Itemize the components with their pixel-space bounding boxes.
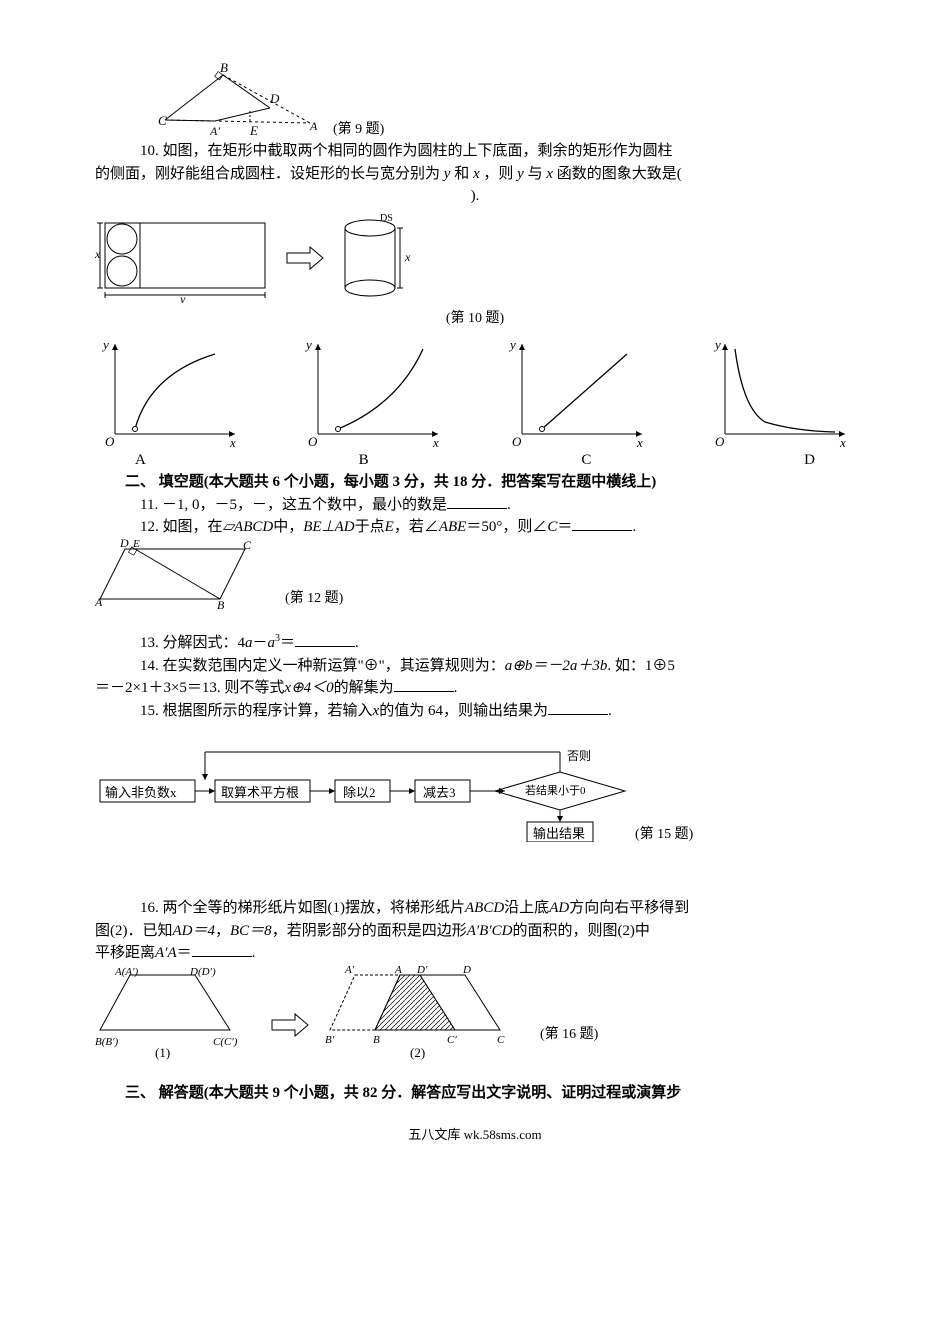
svg-text:E: E	[132, 539, 140, 550]
svg-text:C(C′): C(C′)	[213, 1036, 238, 1048]
q10-line1: 10. 如图，在矩形中截取两个相同的圆作为圆柱的上下底面，剩余的矩形作为圆柱	[95, 140, 855, 163]
q10-rect-svg: x y	[95, 213, 275, 303]
svg-text:D: D	[462, 965, 471, 976]
svg-text:E: E	[249, 123, 258, 138]
svg-text:A′: A′	[344, 965, 355, 976]
q12-blank	[572, 516, 632, 531]
q16-arrow	[270, 1000, 310, 1060]
q10-line2: 的侧面，刚好能组合成圆柱．设矩形的长与宽分别为 y 和 x ，则 y 与 x 函…	[95, 163, 855, 186]
q15-flow-svg: 否则	[95, 742, 835, 842]
q16-fig2: A′ A D′ D B′ B C′ C (2)	[325, 965, 525, 1060]
svg-text:(2): (2)	[410, 1045, 425, 1060]
svg-text:y: y	[304, 337, 312, 352]
q12: 12. 如图，在▱ABCD中，BE⊥AD于点E，若∠ABE＝50°，则∠C＝.	[95, 516, 855, 539]
q12-figure: D E C A B (第 12 题)	[95, 539, 855, 609]
svg-text:B: B	[220, 60, 228, 75]
q15-blank	[548, 700, 608, 715]
flow-output: 输出结果	[533, 824, 585, 844]
q14-line2: ＝－2×1＋3×5＝13. 则不等式x⊕4＜0的解集为.	[95, 677, 855, 700]
q11: 11. －1, 0，－5，－，这五个数中，最小的数是.	[95, 494, 855, 517]
opt-b-label: B	[359, 449, 369, 472]
q14-line1: 14. 在实数范围内定义一种新运算"⊕"，其运算规则为：a⊕b＝－2a＋3b. …	[95, 655, 855, 678]
svg-text:y: y	[179, 292, 186, 303]
svg-text:A(A′): A(A′)	[114, 966, 139, 978]
opt-c-label: C	[581, 449, 591, 472]
q10-opt-a: O x y	[95, 334, 245, 454]
svg-text:B: B	[217, 598, 225, 609]
svg-text:A: A	[394, 965, 402, 976]
q10-transform-figure: x y DS x	[95, 213, 855, 303]
flow-input: 输入非负数x	[105, 783, 177, 803]
svg-text:D(D′): D(D′)	[189, 966, 216, 978]
svg-text:否则: 否则	[567, 749, 591, 763]
svg-text:O: O	[105, 434, 115, 449]
svg-text:A': A'	[209, 124, 220, 138]
svg-text:x: x	[404, 250, 411, 264]
svg-text:O: O	[715, 434, 725, 449]
q16-figures: A(A′) D(D′) B(B′) C(C′) (1) A′ A D′ D B′…	[95, 965, 855, 1060]
q10-opt-c: O x y	[502, 334, 652, 454]
q9-svg: B D C A' E A	[155, 60, 325, 140]
q9-figure: B D C A' E A (第 9 题)	[155, 60, 855, 140]
q13-blank	[295, 632, 355, 647]
q10-opt-b: O x y	[298, 334, 448, 454]
svg-text:x: x	[636, 435, 643, 450]
svg-text:(1): (1)	[155, 1045, 170, 1060]
q10-arrow-svg	[285, 243, 325, 273]
svg-text:D′: D′	[416, 965, 428, 976]
q9-label: (第 9 题)	[333, 119, 384, 140]
svg-text:y: y	[713, 337, 721, 352]
svg-text:C: C	[158, 113, 167, 128]
svg-text:C: C	[497, 1034, 505, 1046]
section2-title: 二、 填空题(本大题共 6 个小题，每小题 3 分，共 18 分．把答案写在题中…	[95, 471, 855, 494]
q10-cylinder-svg: DS x	[335, 213, 415, 303]
svg-text:x: x	[839, 435, 846, 450]
q10-opt-d: O x y	[705, 334, 855, 454]
svg-text:x: x	[229, 435, 236, 450]
svg-text:y: y	[101, 337, 109, 352]
q12-svg: D E C A B	[95, 539, 255, 609]
flow-div: 除以2	[343, 783, 376, 803]
svg-text:O: O	[308, 434, 318, 449]
svg-text:D: D	[119, 539, 129, 550]
q13: 13. 分解因式：4a－a3＝.	[95, 631, 855, 655]
q11-blank	[447, 494, 507, 509]
flow-minus: 减去3	[423, 783, 456, 803]
q16-line3: 平移距离A′A＝.	[95, 942, 855, 965]
svg-text:DS: DS	[380, 213, 393, 224]
q16-label: (第 16 题)	[540, 1024, 598, 1045]
footer: 五八文库 wk.58sms.com	[95, 1125, 855, 1145]
svg-text:A: A	[309, 119, 318, 133]
flow-sqrt: 取算术平方根	[221, 783, 299, 803]
svg-text:C: C	[243, 539, 252, 552]
svg-text:A: A	[95, 595, 103, 609]
q10-fig-label: (第 10 题)	[95, 308, 855, 329]
svg-text:x: x	[432, 435, 439, 450]
q16-blank	[192, 942, 252, 957]
flow-cond: 若结果小于0	[525, 783, 586, 800]
svg-text:O: O	[512, 434, 522, 449]
q15: 15. 根据图所示的程序计算，若输入x的值为 64，则输出结果为.	[95, 700, 855, 723]
svg-text:D: D	[269, 91, 280, 106]
svg-text:y: y	[508, 337, 516, 352]
opt-a-label: A	[135, 449, 146, 472]
svg-text:B: B	[373, 1034, 380, 1046]
q10-close: ).	[95, 185, 855, 208]
q16-line1: 16. 两个全等的梯形纸片如图(1)摆放，将梯形纸片ABCD沿上底AD方向向右平…	[95, 897, 855, 920]
q16-fig1: A(A′) D(D′) B(B′) C(C′) (1)	[95, 965, 255, 1060]
opt-d-label: D	[804, 449, 815, 472]
svg-text:C′: C′	[447, 1034, 457, 1046]
svg-text:B(B′): B(B′)	[95, 1036, 119, 1048]
q15-flowchart: 否则 输入非负数x 取算术平方根 除以2 减去3 若结果小于0 输出结果 (第 …	[95, 742, 855, 842]
q10-options-row: O x y O x y O x y O x y	[95, 334, 855, 454]
section3-title: 三、 解答题(本大题共 9 个小题，共 82 分．解答应写出文字说明、证明过程或…	[95, 1082, 855, 1105]
q12-label: (第 12 题)	[285, 588, 343, 609]
svg-text:B′: B′	[325, 1034, 335, 1046]
q15-fig-label: (第 15 题)	[635, 824, 693, 845]
q16-line2: 图(2)．已知AD＝4，BC＝8，若阴影部分的面积是四边形A′B′CD的面积的，…	[95, 920, 855, 943]
q14-blank	[394, 677, 454, 692]
